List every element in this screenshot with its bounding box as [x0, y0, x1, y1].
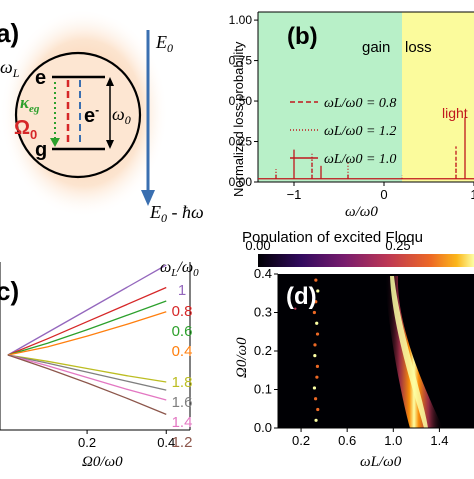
panel-d-label: (d) [286, 283, 317, 310]
c-series-line-0.4 [7, 311, 167, 356]
c-legend-entry: 1.6 [172, 394, 193, 411]
omega-l-label: ωL [0, 57, 20, 80]
c-legend-entry: 0.8 [172, 303, 193, 320]
panel-b-ylabel: Normalized loss probability [231, 41, 246, 197]
c-legend-entry: 1.4 [172, 414, 193, 431]
d-xtick-label: 1.4 [430, 433, 448, 448]
b-xtick-label: 1 [470, 187, 474, 202]
d-speckle-dot [315, 375, 319, 379]
panel-b-label: (b) [287, 23, 318, 50]
d-xtick-label: 1.0 [384, 433, 402, 448]
legend-entry-1: ωL/ω0 = 1.2 [324, 124, 396, 139]
omega0-big-label: Ω0 [14, 117, 37, 142]
omega0-gap-arrowhead-bottom [106, 140, 114, 149]
d-speckle-dot [314, 418, 318, 422]
c-series-line-1.6 [7, 354, 167, 391]
c-xtick-label: 0.4 [157, 435, 175, 450]
d-speckle-dot [315, 321, 319, 325]
loss-region [402, 12, 474, 182]
c-legend-entry: 0.6 [172, 323, 193, 340]
c-xtick-label: 0.2 [78, 435, 96, 450]
colorbar [258, 254, 474, 267]
gain-region [258, 12, 402, 182]
electron-label: e- [84, 103, 99, 127]
d-speckle-dot [314, 278, 318, 282]
b-xtick-label: 0 [380, 187, 387, 202]
c-legend-entry: 1.8 [172, 374, 193, 391]
e0-minus-label: E0 - ħω [149, 202, 204, 225]
kappa-arrow-head [50, 138, 60, 147]
d-ytick-label: 0.1 [254, 382, 272, 397]
c-series-line-0.8 [7, 286, 167, 356]
d-speckle-dot [312, 310, 316, 315]
c-legend-entry: 0.4 [172, 343, 193, 360]
d-xtick-label: 0.6 [338, 433, 356, 448]
colorbar-tick-0: 0.00 [245, 238, 270, 253]
legend-entry-2: ωL/ω0 = 1.0 [324, 152, 396, 167]
d-xtick-label: 0.2 [292, 433, 310, 448]
d-ytick-label: 0.3 [254, 305, 272, 320]
panel-c: 0.2 0.4 c) ωL/ω0 1 0.8 0.6 0.4 1.8 1.6 1.4 1.2 Ω… [0, 259, 199, 470]
resonance-core [390, 276, 428, 428]
panel-b-xlabel: ω/ω0 [345, 204, 378, 220]
panel-a-label: a) [0, 18, 19, 48]
energy-arrowhead [141, 190, 155, 206]
colorbar-tick-1: 0.25 [385, 238, 410, 253]
b-xtick-label: −1 [287, 187, 302, 202]
d-speckle-dot [316, 407, 320, 412]
gain-label: gain [362, 39, 390, 56]
loss-label: loss [405, 39, 432, 56]
state-e-label: e [35, 67, 46, 89]
e0-label: E0 [155, 32, 173, 55]
colorbar-title: Population of excited Floqu [242, 229, 423, 246]
omega0-gap-label: ω0 [112, 104, 131, 127]
b-ytick-label: 0.75 [229, 54, 253, 68]
panel-d-ylabel: Ω0/ω0 [234, 337, 250, 378]
d-speckle-dot [294, 307, 297, 310]
panel-d: Population of excited Floqu 0.00 0.25 0.… [234, 229, 474, 470]
panel-c-xlabel: Ω0/ω0 [82, 454, 123, 470]
panel-a: a) ωL e g κeg Ω0 e- ω0 E0 E0 - ħω [0, 8, 204, 225]
d-speckle-dot [316, 289, 320, 293]
panel-d-xlabel: ωL/ω0 [360, 454, 402, 470]
omega0-gap-arrowhead-top [106, 77, 114, 86]
d-speckle-dot [315, 332, 320, 336]
b-ytick-label: 0.25 [229, 135, 253, 149]
heatmap-background [278, 274, 474, 428]
b-ytick-label: 0.50 [229, 94, 253, 108]
b-ytick-label: 0.00 [229, 175, 253, 189]
c-series-line-1.2 [7, 354, 167, 416]
b-ytick-label: 1.00 [229, 13, 253, 27]
panel-c-label: c) [0, 276, 19, 306]
d-speckle-dot [315, 364, 320, 368]
c-legend-title: ωL/ω0 [160, 259, 199, 279]
d-speckle-dot [312, 386, 317, 390]
c-series-line-0.6 [7, 300, 167, 356]
d-speckle-dot [314, 397, 318, 401]
d-speckle-dot [313, 354, 317, 358]
d-speckle-dot [313, 343, 317, 347]
c-legend-entry: 1.2 [172, 434, 193, 451]
d-ytick-label: 0.0 [254, 420, 272, 435]
state-g-label: g [35, 139, 47, 161]
legend-entry-0: ωL/ω0 = 0.8 [324, 96, 396, 111]
c-legend-entry: 1 [178, 282, 186, 299]
d-ytick-label: 0.4 [254, 266, 272, 281]
panel-b: 0.00 0.25 0.50 0.75 1.00 −1 0 1 (b) gain loss l… [229, 11, 474, 220]
d-ytick-label: 0.2 [254, 343, 272, 358]
panel-b-legend: ωL/ω0 = 0.8 ωL/ω0 = 1.2 ωL/ω0 = 1.0 [290, 96, 396, 167]
light-label: light [442, 105, 468, 121]
c-series-line-1 [7, 264, 167, 356]
c-series-line-1.4 [7, 354, 167, 401]
kappa-label: κeg [20, 93, 40, 115]
d-speckle-dot [314, 300, 318, 304]
c-series-line-1.8 [7, 354, 167, 383]
